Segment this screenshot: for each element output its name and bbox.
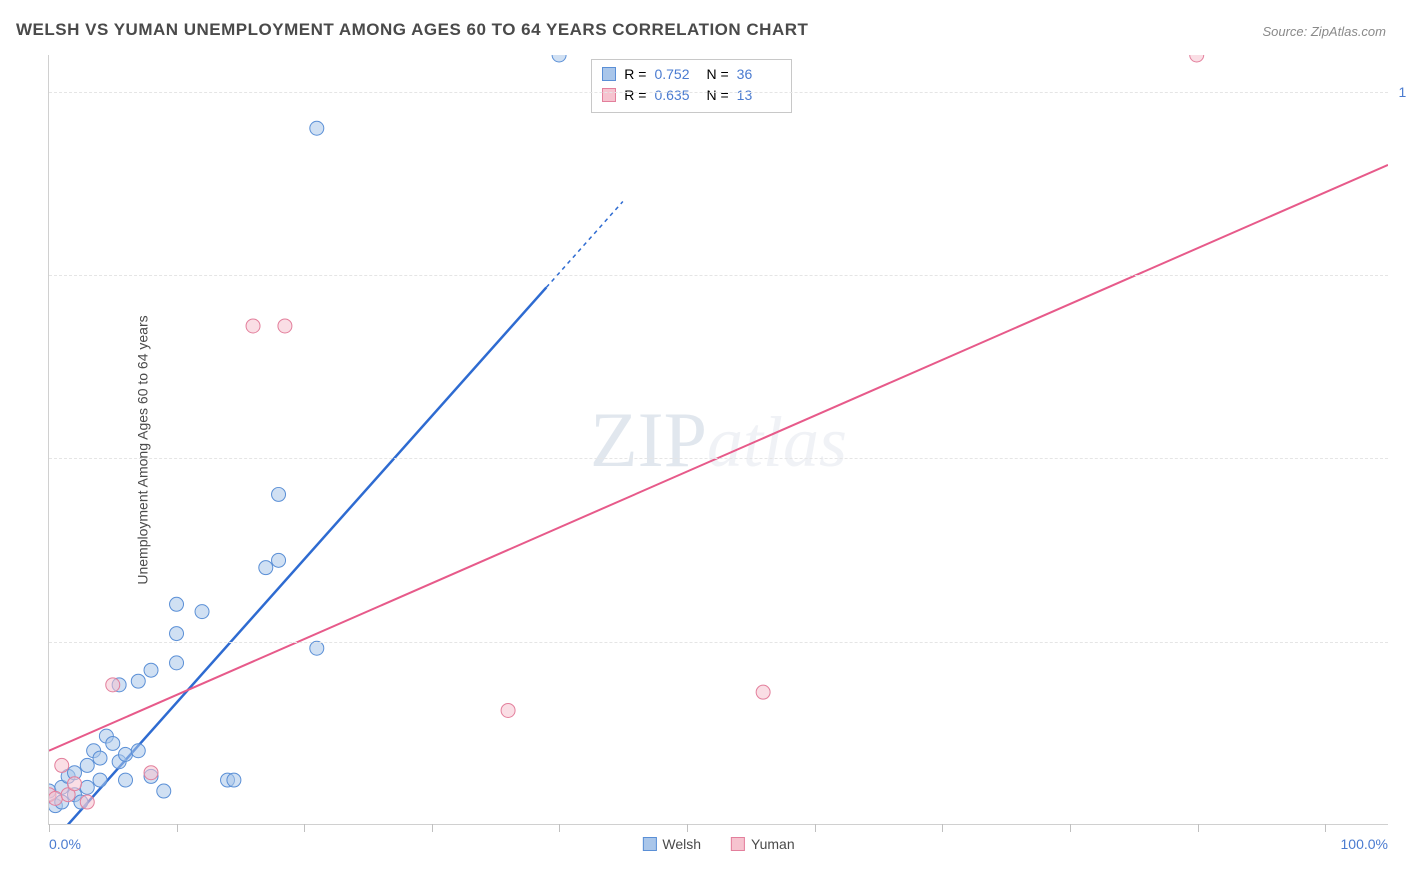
- welsh-point: [144, 769, 158, 783]
- welsh-point: [55, 795, 69, 809]
- yuman-point: [49, 791, 62, 805]
- x-tick: [942, 824, 943, 832]
- x-axis-right-label: 100.0%: [1341, 836, 1388, 852]
- welsh-point: [80, 780, 94, 794]
- welsh-point: [170, 656, 184, 670]
- welsh-point: [131, 674, 145, 688]
- welsh-point: [61, 769, 75, 783]
- welsh-point: [131, 744, 145, 758]
- welsh-point: [93, 751, 107, 765]
- welsh-point: [157, 784, 171, 798]
- legend-stats-box: R = 0.752 N = 36 R = 0.635 N = 13: [591, 59, 791, 113]
- x-tick: [815, 824, 816, 832]
- welsh-point: [119, 773, 133, 787]
- welsh-point: [49, 799, 62, 813]
- yuman-point: [756, 685, 770, 699]
- y-tick-label: 100.0%: [1399, 84, 1406, 100]
- welsh-point: [259, 561, 273, 575]
- welsh-point: [87, 744, 101, 758]
- welsh-point: [227, 773, 241, 787]
- stat-r-label: R =: [624, 85, 646, 106]
- stat-n-label: N =: [706, 85, 728, 106]
- gridline-h: [49, 92, 1388, 93]
- stat-r-value: 0.752: [654, 64, 698, 85]
- yuman-point: [278, 319, 292, 333]
- yuman-point: [49, 788, 56, 802]
- watermark-light: atlas: [707, 402, 847, 482]
- welsh-point: [310, 641, 324, 655]
- welsh-point: [80, 758, 94, 772]
- welsh-point: [93, 773, 107, 787]
- yuman-point: [106, 678, 120, 692]
- welsh-point: [170, 627, 184, 641]
- stat-n-value: 13: [737, 85, 781, 106]
- welsh-point: [552, 55, 566, 62]
- welsh-point: [74, 795, 88, 809]
- legend-swatch: [642, 837, 656, 851]
- legend-bottom: Welsh Yuman: [642, 836, 794, 852]
- stat-n-value: 36: [737, 64, 781, 85]
- stat-r-value: 0.635: [654, 85, 698, 106]
- x-tick: [1325, 824, 1326, 832]
- x-tick: [49, 824, 50, 832]
- x-tick: [559, 824, 560, 832]
- welsh-point: [310, 121, 324, 135]
- welsh-point: [144, 663, 158, 677]
- stat-r-label: R =: [624, 64, 646, 85]
- welsh-point: [195, 605, 209, 619]
- legend-label: Yuman: [751, 836, 795, 852]
- legend-swatch: [602, 67, 616, 81]
- yuman-point: [501, 703, 515, 717]
- welsh-point: [221, 773, 235, 787]
- x-tick: [304, 824, 305, 832]
- welsh-point: [49, 784, 56, 798]
- welsh-point: [170, 597, 184, 611]
- yuman-point: [68, 777, 82, 791]
- legend-swatch: [731, 837, 745, 851]
- yuman-point: [1190, 55, 1204, 62]
- chart-source: Source: ZipAtlas.com: [1262, 24, 1386, 39]
- source-name: ZipAtlas.com: [1311, 24, 1386, 39]
- welsh-point: [119, 747, 133, 761]
- yuman-point: [144, 766, 158, 780]
- x-tick: [432, 824, 433, 832]
- x-tick: [177, 824, 178, 832]
- x-tick: [687, 824, 688, 832]
- welsh-point: [106, 736, 120, 750]
- welsh-point: [112, 678, 126, 692]
- welsh-point: [55, 780, 69, 794]
- chart-plot-area: ZIPatlas R =0.752N =36R =0.635N =13 Wels…: [48, 55, 1388, 825]
- welsh-point: [272, 553, 286, 567]
- gridline-h: [49, 275, 1388, 276]
- legend-label: Welsh: [662, 836, 701, 852]
- welsh-point: [68, 788, 82, 802]
- legend-swatch: [602, 88, 616, 102]
- legend-stats-row: R = 0.635 N = 13: [602, 85, 780, 106]
- x-tick: [1198, 824, 1199, 832]
- yuman-point: [246, 319, 260, 333]
- chart-svg: [49, 55, 1388, 824]
- legend-item: Yuman: [731, 836, 795, 852]
- welsh-point: [99, 729, 113, 743]
- gridline-h: [49, 642, 1388, 643]
- yuman-point: [80, 795, 94, 809]
- yuman-point: [61, 788, 75, 802]
- welsh-point: [272, 487, 286, 501]
- watermark-strong: ZIP: [590, 396, 707, 483]
- welsh-trend-line: [49, 287, 546, 824]
- x-axis-left-label: 0.0%: [49, 836, 81, 852]
- welsh-point: [68, 766, 82, 780]
- gridline-h: [49, 458, 1388, 459]
- x-tick: [1070, 824, 1071, 832]
- legend-stats-row: R = 0.752 N = 36: [602, 64, 780, 85]
- source-prefix: Source:: [1262, 24, 1310, 39]
- welsh-point: [112, 755, 126, 769]
- stat-n-label: N =: [706, 64, 728, 85]
- chart-title: WELSH VS YUMAN UNEMPLOYMENT AMONG AGES 6…: [16, 20, 808, 40]
- legend-item: Welsh: [642, 836, 701, 852]
- watermark: ZIPatlas: [590, 395, 847, 485]
- yuman-point: [55, 758, 69, 772]
